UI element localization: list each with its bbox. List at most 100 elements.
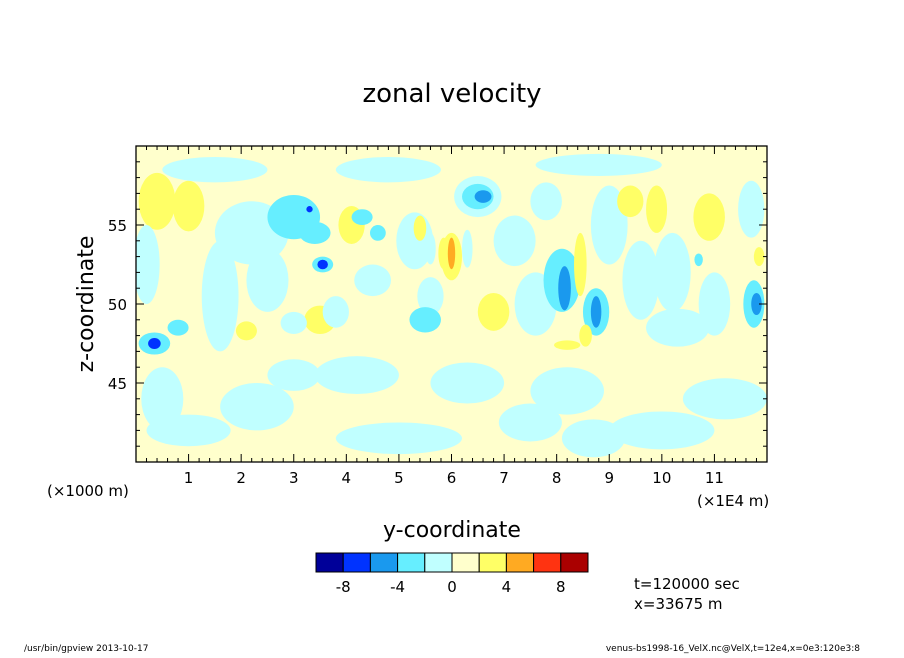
contour-region [267,359,321,391]
colorbar-label: -4 [390,578,405,596]
contour-region [646,185,668,233]
contour-region [317,259,328,270]
x-tick-label: 9 [604,469,614,487]
contour-region [617,185,644,218]
contour-region [535,153,662,177]
contour-region [682,378,767,420]
chart-title: zonal velocity [362,79,541,109]
contour-region [220,383,294,431]
contour-region [246,248,289,312]
colorbar-cell [478,552,507,573]
x-tick-label: 7 [499,469,509,487]
contour-region [280,311,307,335]
contour-region [413,215,427,241]
colorbar-cell [369,552,399,573]
contour-region [751,292,762,316]
contour-region [698,272,731,336]
y-tick-label: 50 [108,296,127,314]
contour-region [354,264,392,297]
x-tick-label: 10 [652,469,671,487]
contour-region [477,292,510,331]
contour-region [335,422,463,455]
contour-region [693,193,725,241]
x-tick-label: 3 [289,469,299,487]
contour-region [306,206,313,213]
y-tick-label: 55 [108,217,127,235]
y-tick-label: 45 [108,375,127,393]
x-axis-label: y-coordinate [383,518,521,543]
contour-region [417,277,444,316]
colorbar-cell [560,552,589,573]
contour-region [530,367,604,415]
colorbar-cell [505,552,535,573]
contour-region [447,237,456,270]
contour-region [167,319,189,336]
info-time: t=120000 sec [634,575,740,593]
contour-region [574,232,587,297]
footer-left: /usr/bin/gpview 2013-10-17 [24,644,148,654]
colorbar-label: 8 [556,578,566,596]
colorbar-labels: -8 -4 0 4 8 [336,578,566,596]
y-axis-label: z-coordinate [74,236,99,373]
footer-right: venus-bs1998-16_VelX.nc@VelX,t=12e4,x=0e… [606,644,860,654]
contour-region [235,321,257,341]
info-position: x=33675 m [634,595,723,613]
contour-region [622,240,660,320]
contour-region [138,172,176,230]
contour-region [609,411,715,450]
colorbar-cell [451,552,480,573]
colorbar-cell [342,552,371,573]
contour-region [554,340,581,350]
colorbar-label: 0 [447,578,457,596]
y-axis-ticks: 45 50 55 [108,161,767,447]
contour-region [425,232,436,265]
contour-region [369,225,386,241]
colorbar-label: 4 [502,578,512,596]
contour-region [141,367,184,431]
contour-region [498,403,562,442]
colorbar-label: -8 [336,578,351,596]
contour-region [474,190,492,203]
contour-region [322,296,349,328]
colorbar-cell [315,552,344,573]
contour-region [335,157,441,183]
x-tick-label: 5 [394,469,404,487]
contour-region [558,266,571,311]
x-unit-right: (×1E4 m) [697,492,769,510]
colorbar-cell [533,552,562,573]
contour-field [136,153,767,458]
contour-region [148,337,161,350]
contour-region [430,362,505,404]
x-axis-ticks: 1 2 3 4 5 6 7 8 9 10 11 [146,146,768,487]
contour-region [201,240,239,352]
contour-region [299,221,331,244]
x-tick-label: 6 [447,469,457,487]
contour-region [351,209,373,226]
x-tick-label: 4 [342,469,352,487]
colorbar-cell [424,552,453,573]
contour-region [753,247,765,267]
x-tick-label: 11 [705,469,724,487]
contour-region [162,157,268,183]
contour-region [314,356,399,395]
contour-region [493,215,536,267]
contour-region [590,296,602,328]
contour-region [172,180,205,232]
contour-region [738,180,765,238]
colorbar [315,552,589,573]
contour-region [694,253,703,267]
contour-region [561,419,626,458]
x-tick-label: 8 [552,469,562,487]
contour-region [579,324,592,347]
contour-region [136,225,160,304]
x-unit-left: (×1000 m) [47,482,129,500]
contour-region [409,307,441,333]
x-tick-label: 2 [236,469,246,487]
contour-region [530,182,562,221]
contour-region [653,232,691,312]
x-tick-label: 1 [184,469,194,487]
colorbar-cell [397,552,426,573]
contour-region [646,308,710,347]
